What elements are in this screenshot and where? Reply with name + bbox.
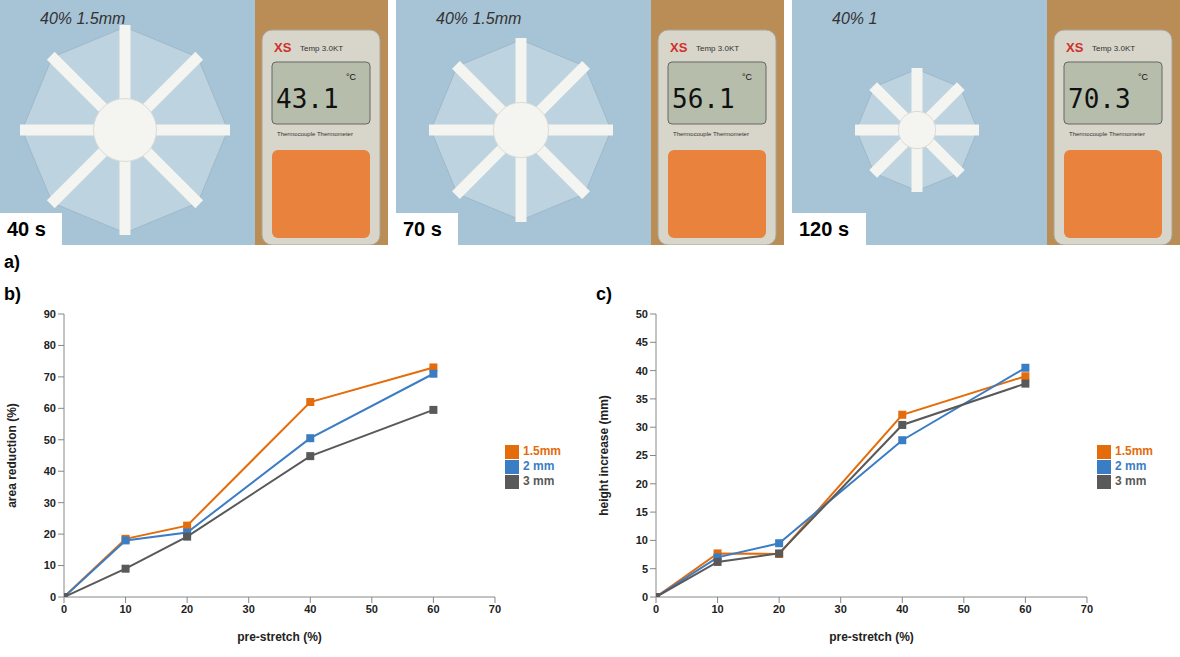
- svg-text:70: 70: [489, 603, 501, 615]
- svg-text:height increase (mm): height increase (mm): [597, 395, 611, 516]
- svg-text:50: 50: [44, 434, 56, 446]
- html-text:2 mm: 2 mm: [1115, 459, 1147, 474]
- svg-text:70: 70: [44, 371, 56, 383]
- svg-text:60: 60: [427, 603, 439, 615]
- svg-text:pre-stretch (%): pre-stretch (%): [237, 630, 322, 644]
- svg-text:0: 0: [642, 591, 648, 603]
- html-text:3 mm: 3 mm: [523, 473, 555, 488]
- svg-text:0: 0: [653, 603, 659, 615]
- svg-text:90: 90: [44, 308, 56, 320]
- svg-text:70: 70: [1081, 603, 1093, 615]
- svg-text:120 s: 120 s: [799, 218, 849, 240]
- svg-text:Thermocouple Thermometer: Thermocouple Thermometer: [277, 131, 353, 137]
- html-text:3 mm: 3 mm: [1115, 473, 1147, 488]
- svg-text:40: 40: [44, 465, 56, 477]
- html-text:1.5mm: 1.5mm: [523, 444, 561, 459]
- svg-text:40: 40: [304, 603, 316, 615]
- svg-text:Temp 3.0KT: Temp 3.0KT: [1092, 44, 1135, 53]
- svg-text:pre-stretch (%): pre-stretch (%): [829, 630, 914, 644]
- svg-text:40: 40: [636, 365, 648, 377]
- svg-text:70.3: 70.3: [1068, 84, 1131, 114]
- svg-text:XS: XS: [670, 40, 688, 55]
- svg-text:60: 60: [1019, 603, 1031, 615]
- svg-text:10: 10: [119, 603, 131, 615]
- html-text:c): c): [596, 284, 612, 304]
- svg-text:10: 10: [636, 534, 648, 546]
- svg-text:Temp 3.0KT: Temp 3.0KT: [300, 44, 343, 53]
- svg-text:20: 20: [773, 603, 785, 615]
- svg-text:30: 30: [636, 421, 648, 433]
- svg-text:Thermocouple Thermometer: Thermocouple Thermometer: [673, 131, 749, 137]
- svg-text:70 s: 70 s: [403, 218, 442, 240]
- svg-text:20: 20: [181, 603, 193, 615]
- svg-text:5: 5: [642, 563, 648, 575]
- svg-text:50: 50: [958, 603, 970, 615]
- svg-text:10: 10: [711, 603, 723, 615]
- svg-text:35: 35: [636, 393, 648, 405]
- svg-text:40% 1: 40% 1: [832, 10, 877, 27]
- svg-text:0: 0: [61, 603, 67, 615]
- svg-text:XS: XS: [274, 40, 292, 55]
- svg-text:30: 30: [835, 603, 847, 615]
- svg-text:40: 40: [896, 603, 908, 615]
- svg-text:XS: XS: [1066, 40, 1084, 55]
- svg-text:10: 10: [44, 559, 56, 571]
- svg-text:30: 30: [44, 497, 56, 509]
- svg-text:°C: °C: [742, 72, 753, 82]
- svg-text:15: 15: [636, 506, 648, 518]
- svg-text:50: 50: [636, 308, 648, 320]
- svg-text:30: 30: [243, 603, 255, 615]
- svg-text:20: 20: [44, 528, 56, 540]
- svg-text:40% 1.5mm: 40% 1.5mm: [436, 10, 521, 27]
- svg-text:40% 1.5mm: 40% 1.5mm: [40, 10, 125, 27]
- svg-text:°C: °C: [1138, 72, 1149, 82]
- html-text:b): b): [4, 284, 21, 304]
- svg-text:area reduction (%): area reduction (%): [5, 403, 19, 508]
- svg-text:0: 0: [50, 591, 56, 603]
- svg-text:Temp 3.0KT: Temp 3.0KT: [696, 44, 739, 53]
- svg-text:25: 25: [636, 449, 648, 461]
- svg-text:56.1: 56.1: [672, 84, 735, 114]
- html-text:2 mm: 2 mm: [523, 459, 555, 474]
- svg-text:Thermocouple Thermometer: Thermocouple Thermometer: [1069, 131, 1145, 137]
- html-text:a): a): [4, 252, 20, 272]
- svg-text:20: 20: [636, 478, 648, 490]
- svg-text:50: 50: [366, 603, 378, 615]
- svg-text:40 s: 40 s: [7, 218, 46, 240]
- svg-text:°C: °C: [346, 72, 357, 82]
- svg-text:60: 60: [44, 402, 56, 414]
- svg-text:43.1: 43.1: [276, 84, 339, 114]
- svg-text:45: 45: [636, 336, 648, 348]
- html-text:1.5mm: 1.5mm: [1115, 444, 1153, 459]
- svg-text:80: 80: [44, 339, 56, 351]
